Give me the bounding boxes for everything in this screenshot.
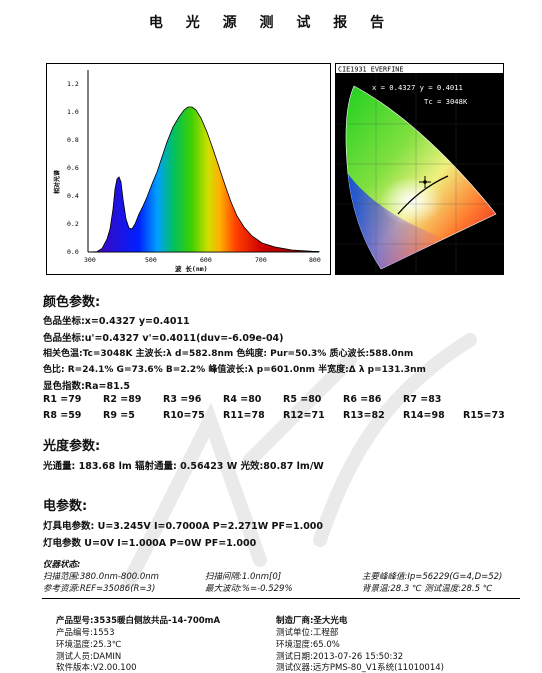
measured-point	[423, 180, 427, 184]
planckian-locus	[397, 175, 449, 215]
cri-value: R2 =89	[103, 394, 142, 405]
scan-step: 扫描间隔:1.0nm[0]	[205, 572, 282, 582]
photometric-line: 光通量: 183.68 lm 辐射通量: 0.56423 W 光效:80.87 …	[43, 461, 324, 472]
color-params-heading: 颜色参数:	[43, 295, 101, 310]
electrical-heading: 电参数:	[43, 499, 88, 514]
cri-value: R3 =96	[163, 394, 202, 405]
cri-value: R7 =83	[403, 394, 442, 405]
cri-value: R5 =80	[283, 394, 322, 405]
cri-value: R6 =86	[343, 394, 382, 405]
temperatures: 背景温:28.3 ℃ 测试温度:28.5 ℃	[362, 584, 493, 594]
cie-coords: x = 0.4327 y = 0.4011	[372, 83, 463, 92]
product-model: 产品型号:3535暖白侧放共品-14-700mA	[56, 616, 221, 626]
cri-value: R4 =80	[223, 394, 262, 405]
reference: 参考资源:REF=35086(R=3)	[43, 584, 156, 594]
cie-tc: Tc = 3048K	[424, 97, 468, 106]
x-tick: 700	[255, 256, 267, 264]
report-title: 电 光 源 测 试 报 告	[148, 15, 394, 31]
watermark	[123, 333, 477, 587]
max-deviation: 最大波动:%=-0.529%	[205, 584, 293, 594]
spectrum-curve	[87, 106, 320, 253]
x-tick: 500	[145, 256, 157, 264]
y-tick: 0.8	[67, 136, 79, 144]
cri-value: R1 =79	[43, 394, 82, 405]
spectrum-chart: 1.2 1.0 0.8 0.6 0.4 0.2 0.0 300 500 600 …	[46, 63, 331, 275]
x-axis-label: 波 长(nm)	[175, 264, 208, 273]
cri-value: R13=82	[343, 410, 385, 421]
product-serial: 产品编号:1553	[56, 628, 115, 638]
chromaticity-uv: 色品坐标:u'=0.4327 v'=0.4011(duv=-6.09e-04)	[43, 333, 284, 344]
cie-header: CIE1931 EVERFINE	[338, 66, 403, 74]
cri-value: R12=71	[283, 410, 325, 421]
peak-value: 主要峰峰值:Ip=56229(G=4,D=52)	[362, 572, 503, 582]
cri-value: R11=78	[223, 410, 265, 421]
y-tick: 0.6	[67, 164, 79, 172]
color-ratio-line: 色比: R=24.1% G=73.6% B=2.2% 峰值波长:λ p=601.…	[43, 365, 426, 375]
photometric-heading: 光度参数:	[43, 439, 101, 454]
y-tick: 0.0	[67, 248, 79, 256]
fixture-electrical: 灯具电参数: U=3.245V I=0.7000A P=2.271W PF=1.…	[43, 521, 324, 532]
cri-value: R8 =59	[43, 410, 82, 421]
tester: 测试人员:DAMIN	[56, 652, 122, 662]
ambient-temp: 环境温度:25.3℃	[56, 640, 122, 650]
software-version: 软件版本:V2.00.100	[56, 663, 137, 673]
x-tick: 800	[309, 256, 321, 264]
x-tick: 300	[84, 256, 96, 264]
y-tick: 1.2	[67, 80, 79, 88]
cri-value: R9 =5	[103, 410, 135, 421]
footer-divider	[42, 598, 520, 599]
x-tick: 600	[200, 256, 212, 264]
cri-value: R10=75	[163, 410, 205, 421]
cct-line: 相关色温:Tc=3048K 主波长:λ d=582.8nm 色纯度: Pur=5…	[43, 349, 414, 359]
y-tick: 0.4	[67, 192, 79, 200]
scan-range: 扫描范围:380.0nm-800.0nm	[43, 572, 159, 582]
chromaticity-xy: 色品坐标:x=0.4327 y=0.4011	[43, 316, 190, 327]
cie-svg: CIE1931 EVERFINE x = 0.4327 y = 0.4011 T…	[336, 64, 503, 274]
cri-value: R15=73	[463, 410, 505, 421]
lamp-electrical: 灯电参数 U=0V I=1.000A P=0W PF=1.000	[43, 538, 257, 549]
y-tick: 1.0	[67, 108, 79, 116]
y-axis-label: 相对光谱	[53, 170, 61, 194]
test-instrument: 测试仪器:远方PMS-80_V1系统(11010014)	[276, 663, 444, 673]
test-date: 测试日期:2013-07-26 15:50:32	[276, 652, 404, 662]
y-tick: 0.2	[67, 220, 79, 228]
instrument-heading: 仪器状态:	[43, 560, 81, 570]
manufacturer: 制造厂商:圣大光电	[276, 616, 348, 626]
cie-diagram: CIE1931 EVERFINE x = 0.4327 y = 0.4011 T…	[335, 63, 504, 275]
test-unit: 测试单位:工程部	[276, 628, 339, 638]
spectrum-svg: 1.2 1.0 0.8 0.6 0.4 0.2 0.0 300 500 600 …	[53, 70, 321, 273]
cri-value: R14=98	[403, 410, 445, 421]
humidity: 环境湿度:65.0%	[276, 640, 340, 650]
cri-ra: 显色指数:Ra=81.5	[43, 381, 130, 392]
